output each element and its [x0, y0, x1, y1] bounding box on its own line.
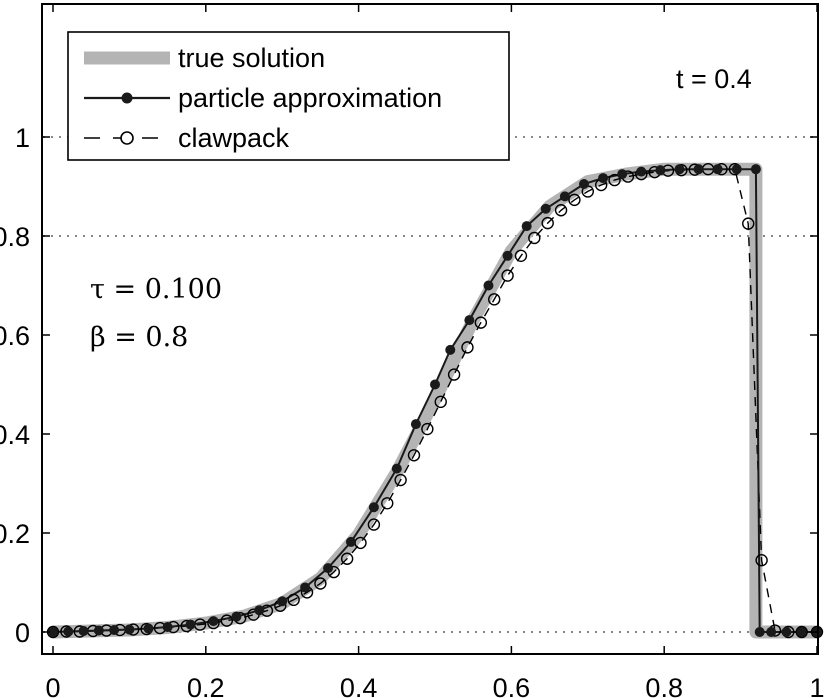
particle-point — [693, 164, 704, 175]
clawpack-point — [287, 593, 300, 607]
series-layer — [46, 162, 824, 639]
clawpack-point — [742, 217, 755, 230]
clawpack-point — [755, 554, 768, 567]
clawpack-point — [407, 449, 421, 462]
particle-point — [578, 179, 589, 190]
particle-point — [231, 611, 242, 622]
particle-point — [162, 622, 173, 633]
particle-point — [766, 627, 777, 637]
clawpack-point — [474, 316, 488, 329]
particle-point — [143, 623, 154, 634]
particle-point — [124, 624, 135, 635]
clawpack-point — [528, 231, 541, 245]
legend-true-solution-label: true solution — [178, 43, 325, 73]
clawpack-point — [795, 625, 808, 639]
clawpack-point — [554, 204, 568, 217]
legend-particle-marker — [121, 92, 133, 104]
particle-point — [521, 221, 532, 232]
particle-point — [598, 173, 609, 184]
particle-point — [502, 250, 513, 261]
particle-point — [78, 626, 89, 637]
axis-ticks: 0 0.2 0.4 0.6 0.8 1 0 0.2 0.4 0.6 0.8 1 — [0, 4, 825, 698]
particle-point — [208, 616, 219, 627]
x-tick-label: 0 — [45, 673, 60, 698]
particle-point — [636, 166, 647, 177]
x-tick-label: 0.4 — [340, 673, 378, 698]
clawpack-point — [394, 473, 407, 487]
y-tick-label: 0.2 — [0, 519, 30, 549]
clawpack-point — [488, 293, 501, 306]
particle-point — [674, 164, 685, 175]
clawpack-point — [340, 552, 354, 565]
clawpack-point — [220, 614, 234, 627]
particle-point — [93, 625, 104, 636]
particle-point — [540, 203, 551, 214]
y-tick-label: 0.8 — [0, 222, 30, 252]
y-tick-label: 0.6 — [0, 321, 30, 351]
clawpack-point — [514, 249, 528, 263]
particle-point — [391, 463, 402, 474]
particle-point — [617, 169, 628, 180]
x-tick-label: 0.2 — [187, 673, 225, 698]
clawpack-point — [421, 422, 434, 436]
x-tick-label: 0.8 — [645, 673, 683, 698]
particle-point — [483, 280, 494, 291]
clawpack-point — [568, 193, 581, 207]
particle-point — [345, 536, 356, 547]
particle-point — [48, 627, 58, 637]
clawpack-point — [367, 518, 381, 531]
particle-point — [655, 165, 666, 176]
beta-annotation: β = 0.8 — [90, 322, 188, 353]
particle-point — [254, 605, 265, 616]
particle-point — [185, 619, 196, 630]
legend-clawpack-label: clawpack — [178, 123, 290, 153]
y-tick-label: 0 — [15, 618, 30, 648]
particle-point — [731, 164, 742, 175]
particle-point — [559, 191, 570, 202]
particle-point — [63, 626, 74, 637]
clawpack-point — [314, 577, 327, 590]
particle-point — [445, 344, 456, 355]
time-annotation: t = 0.4 — [676, 64, 752, 94]
particle-point — [430, 379, 440, 390]
particle-point — [109, 625, 120, 636]
clawpack-point — [447, 368, 461, 381]
particle-point — [410, 419, 421, 430]
particle-point — [277, 596, 288, 607]
x-tick-label: 1 — [809, 673, 824, 698]
particle-point — [781, 627, 792, 637]
particle-point — [712, 164, 723, 175]
y-tick-label: 0.4 — [0, 420, 30, 450]
legend: true solution particle approximation cla… — [67, 31, 510, 161]
particle-point — [796, 627, 807, 637]
particle-point — [754, 627, 765, 637]
y-tick-label: 1 — [15, 123, 30, 153]
legend-particle-label: particle approximation — [178, 83, 442, 113]
clawpack-point — [381, 497, 394, 510]
particle-point — [464, 315, 475, 326]
clawpack-point — [461, 341, 474, 354]
tau-annotation: τ = 0.100 — [90, 274, 222, 305]
clawpack-point — [501, 269, 514, 282]
particle-point — [300, 582, 311, 593]
plot-frame — [41, 3, 819, 655]
particle-point — [323, 563, 334, 574]
particle-point — [750, 164, 761, 175]
clawpack-point — [608, 173, 621, 187]
legend-clawpack-marker — [120, 131, 134, 145]
particle-point — [368, 502, 379, 513]
clawpack-point — [541, 216, 554, 230]
x-tick-label: 0.6 — [493, 673, 531, 698]
clawpack-line — [52, 168, 817, 633]
clawpack-point — [434, 395, 447, 409]
